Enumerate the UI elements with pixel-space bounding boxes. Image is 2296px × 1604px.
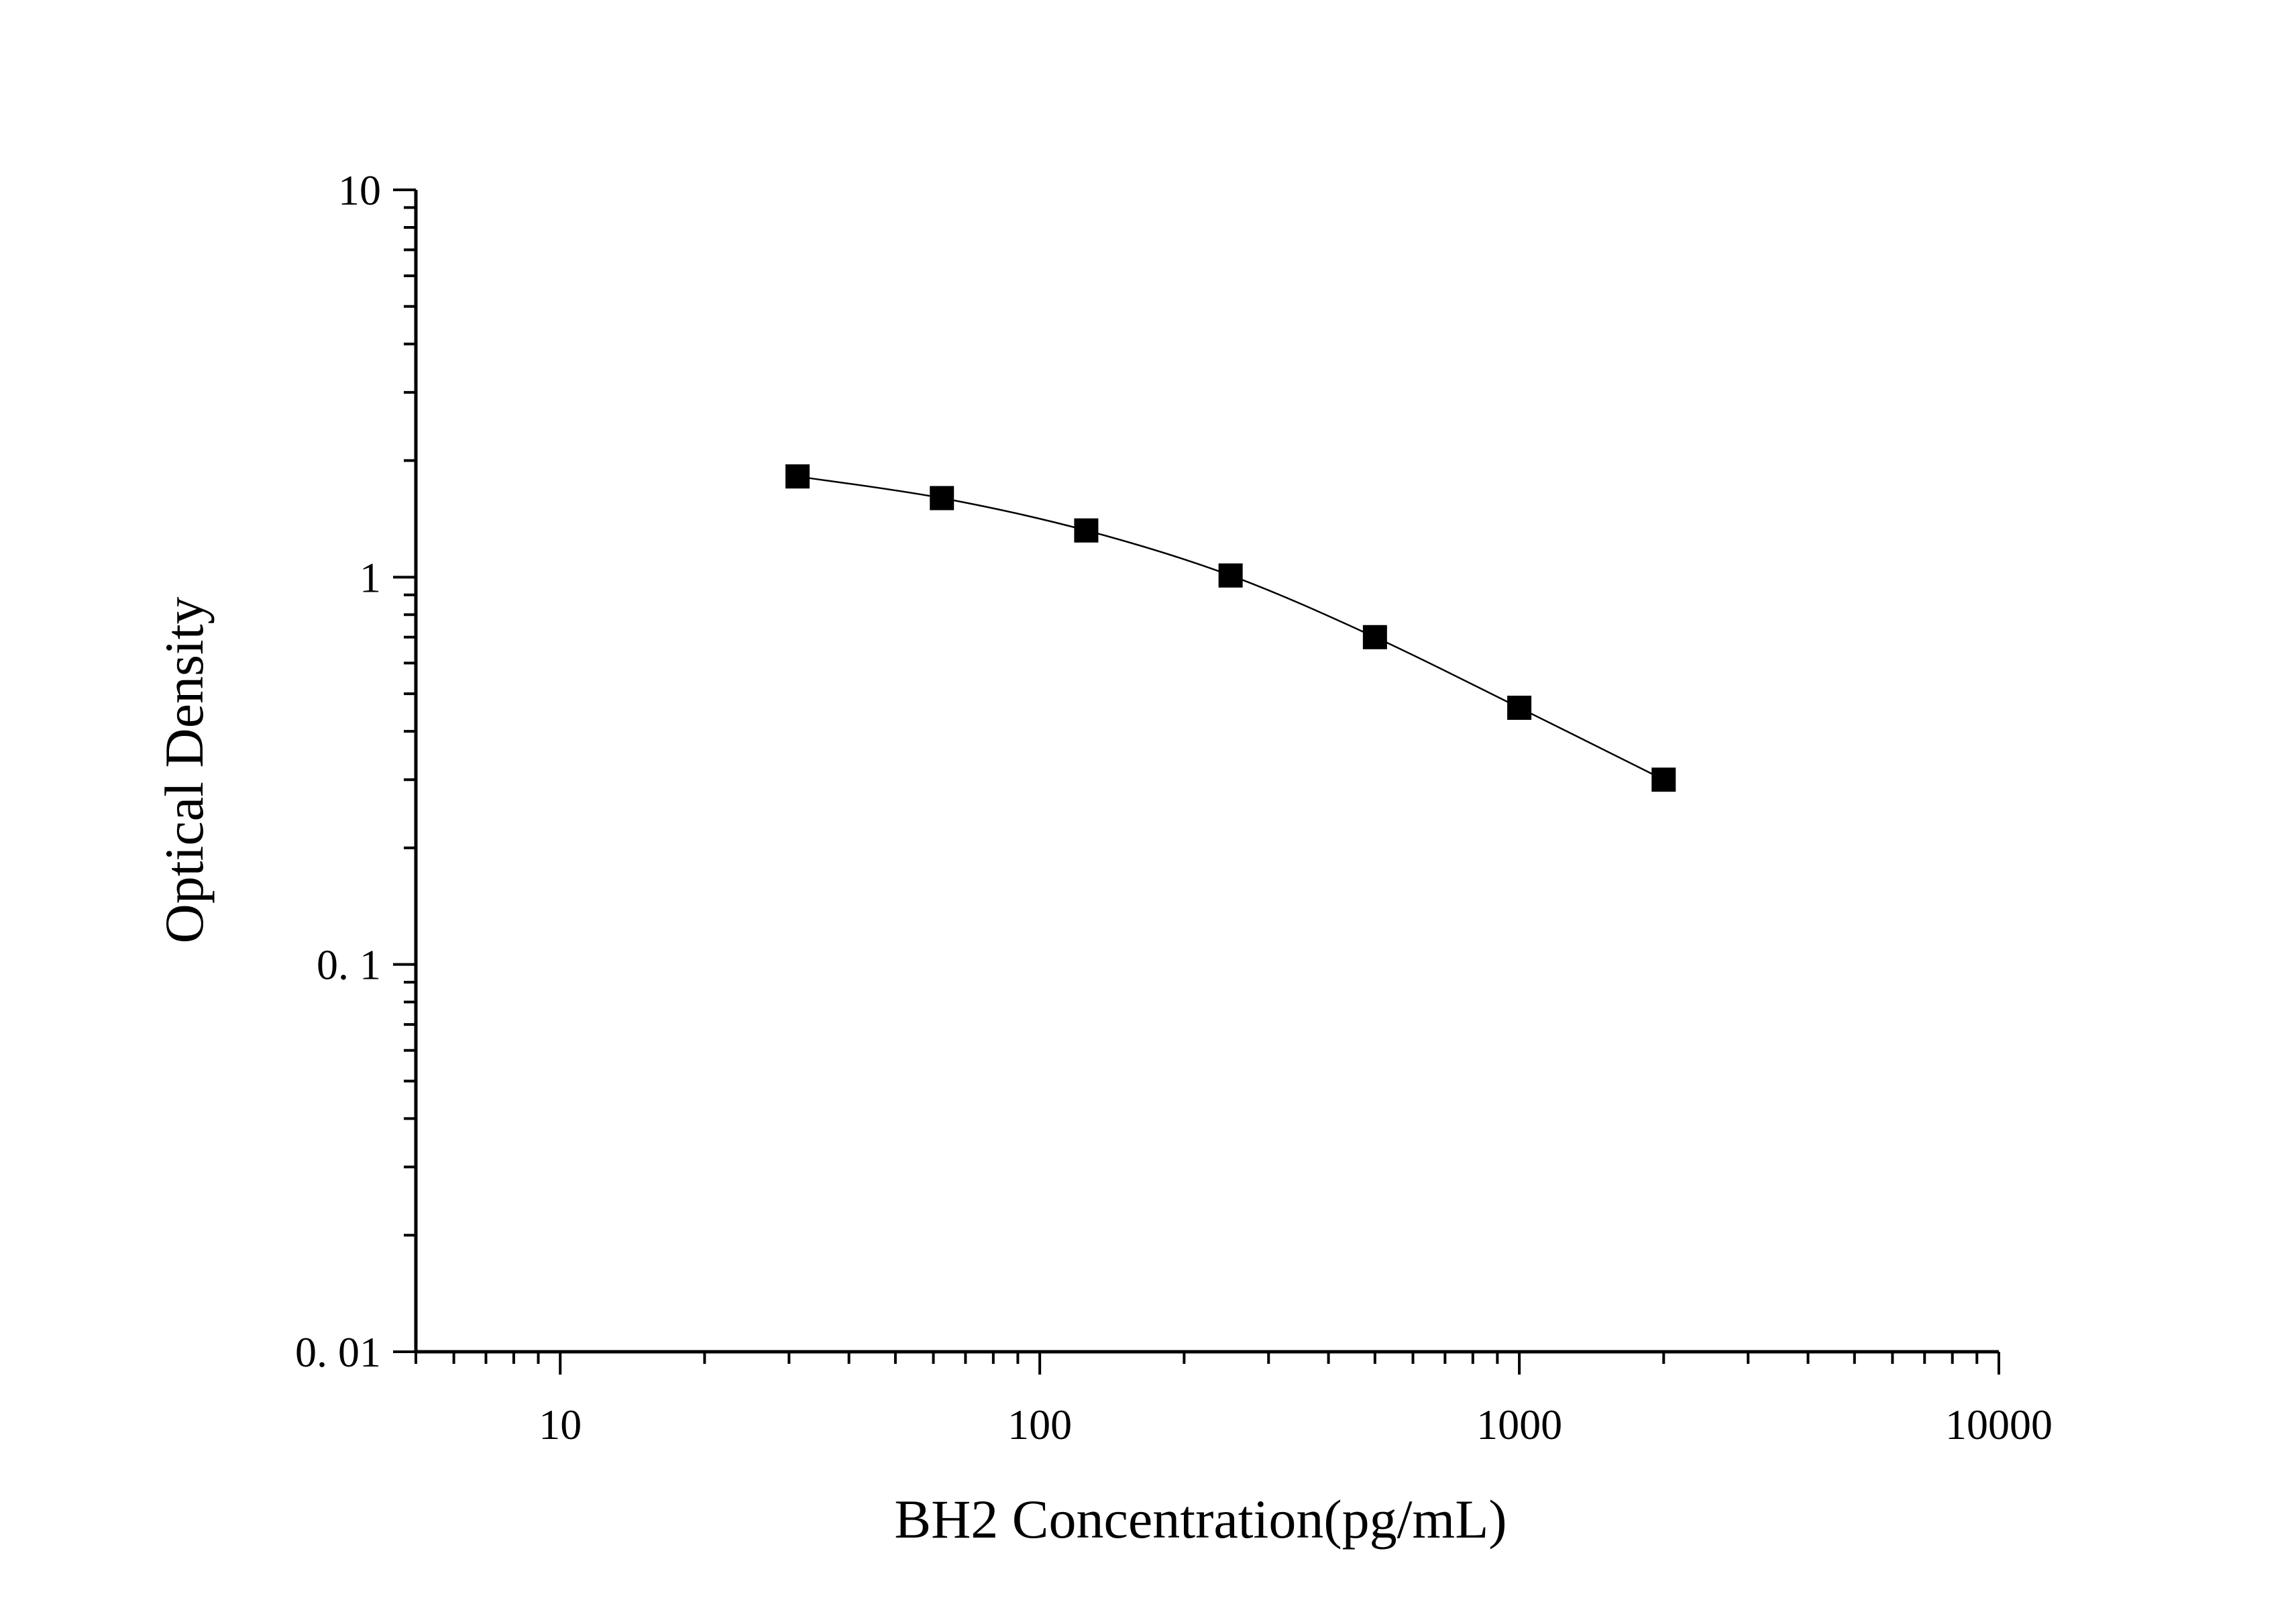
data-point — [1651, 767, 1676, 792]
axes — [393, 189, 2000, 1375]
y-axis-title: Optical Density — [154, 597, 215, 944]
y-tick-label: 10 — [338, 166, 381, 214]
data-point — [1074, 518, 1099, 543]
y-tick-labels: 0. 01 0. 1 1 10 — [295, 166, 381, 1376]
x-tick-label: 1000 — [1476, 1401, 1562, 1448]
data-point — [785, 464, 810, 489]
data-point — [1362, 625, 1387, 649]
x-tick-label: 10 — [539, 1401, 582, 1448]
data-point — [1218, 563, 1243, 588]
data-point — [1507, 696, 1532, 720]
y-tick-label: 1 — [360, 553, 381, 601]
y-tick-label: 0. 1 — [317, 941, 381, 989]
fit-curve — [797, 475, 1664, 781]
x-axis-title: BH2 Concentration(pg/mL) — [894, 1489, 1507, 1550]
y-tick-label: 0. 01 — [295, 1328, 381, 1376]
x-tick-label: 10000 — [1945, 1401, 2053, 1448]
series — [785, 464, 1676, 792]
x-tick-label: 100 — [1007, 1401, 1072, 1448]
x-tick-labels: 10 100 1000 10000 — [539, 1401, 2053, 1448]
data-point — [930, 486, 954, 511]
